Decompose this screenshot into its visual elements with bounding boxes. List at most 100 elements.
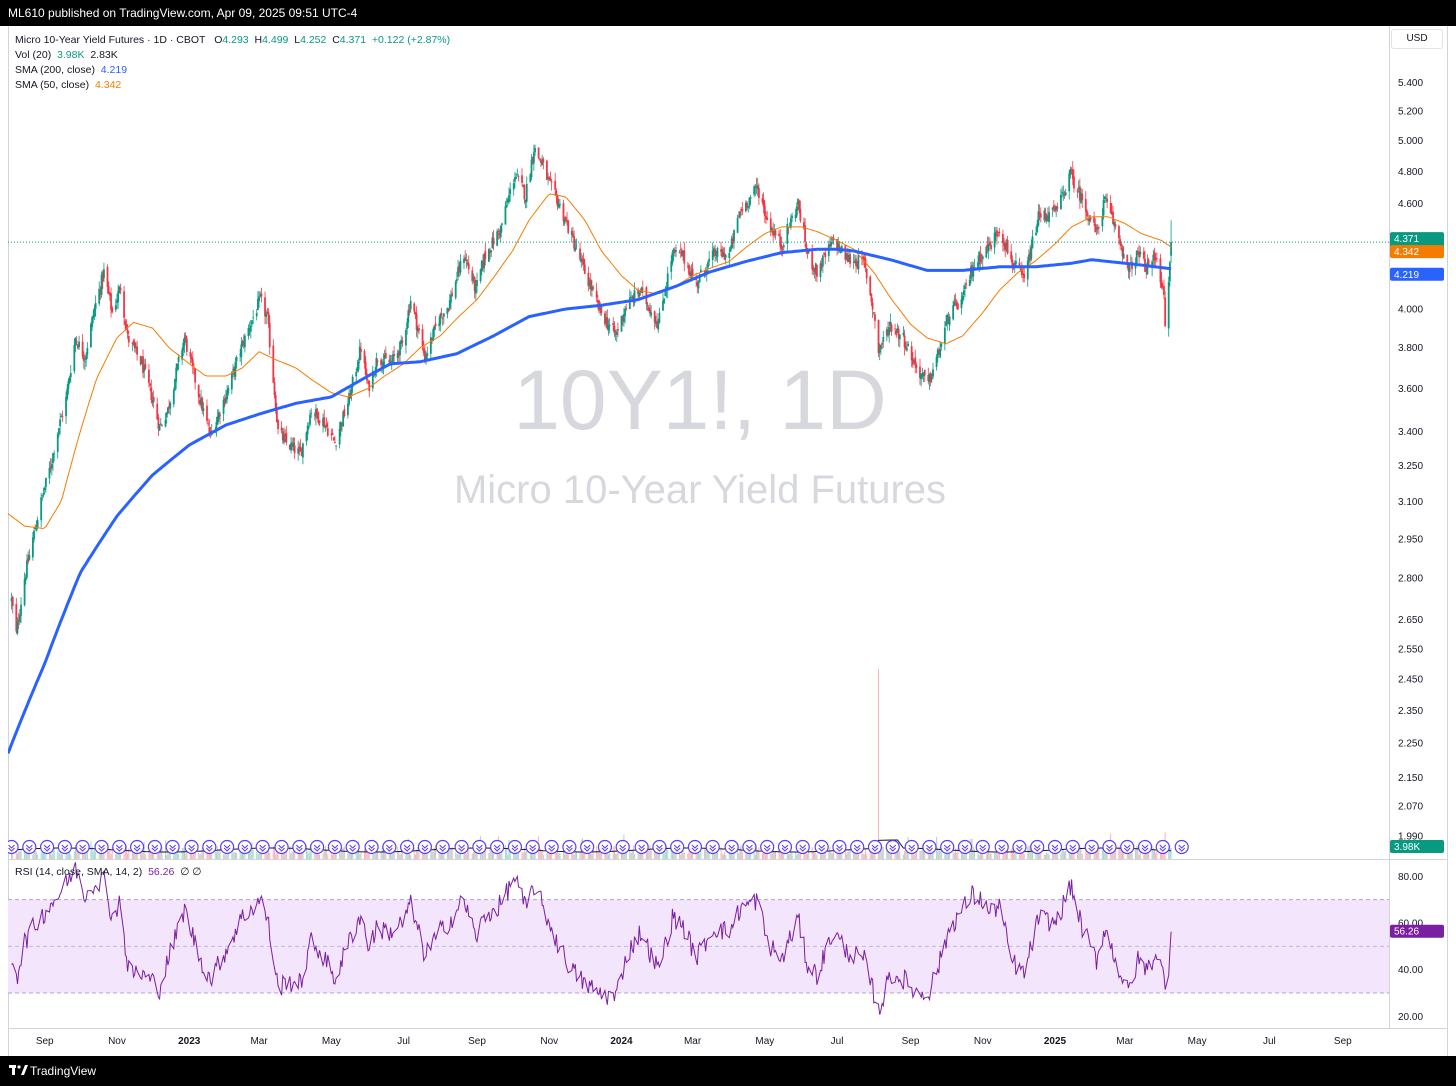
- event-marker-icon[interactable]: [220, 839, 235, 855]
- event-marker-icon[interactable]: [1137, 839, 1153, 855]
- event-marker-icon[interactable]: [742, 839, 757, 855]
- event-marker-icon[interactable]: [832, 839, 847, 855]
- candle-body: [285, 433, 288, 443]
- event-marker-icon[interactable]: [1102, 839, 1117, 855]
- volume-bar: [1127, 853, 1129, 859]
- event-marker-icon[interactable]: [867, 839, 883, 855]
- event-marker-icon[interactable]: [597, 839, 613, 855]
- event-marker-icon[interactable]: [507, 839, 523, 855]
- event-marker-icon[interactable]: [1047, 839, 1063, 855]
- candle-body: [41, 495, 44, 497]
- event-marker-icon[interactable]: [760, 839, 775, 855]
- legend-sma200-label: SMA (200, close): [15, 64, 95, 76]
- event-marker-icon[interactable]: [1120, 839, 1135, 855]
- volume-bar: [811, 847, 813, 859]
- event-marker-icon[interactable]: [724, 839, 739, 855]
- candle-body: [500, 223, 503, 226]
- event-marker-icon[interactable]: [417, 839, 433, 855]
- event-marker-icon[interactable]: [1084, 839, 1099, 855]
- candle-body: [541, 161, 544, 166]
- event-marker-icon[interactable]: [975, 839, 990, 855]
- legend-sma200-row[interactable]: SMA (200, close) 4.219: [15, 63, 450, 78]
- rsi-line: [11, 862, 1172, 1015]
- volume-bar: [592, 847, 594, 859]
- event-marker-icon[interactable]: [184, 839, 199, 855]
- candle-body: [936, 349, 939, 359]
- event-marker-icon[interactable]: [940, 839, 955, 855]
- event-marker-icon[interactable]: [1174, 839, 1189, 855]
- candle-body: [1061, 191, 1064, 193]
- event-marker-icon[interactable]: [885, 839, 900, 855]
- currency-button[interactable]: USD: [1391, 29, 1443, 49]
- event-marker-icon[interactable]: [400, 839, 415, 855]
- event-marker-icon[interactable]: [147, 839, 162, 855]
- legend-sma50-label: SMA (50, close): [15, 79, 90, 91]
- event-marker-icon[interactable]: [255, 839, 270, 855]
- event-marker-icon[interactable]: [39, 839, 55, 855]
- candle-body: [741, 208, 744, 212]
- event-marker-icon[interactable]: [202, 839, 217, 855]
- volume-bar: [870, 853, 872, 859]
- event-marker-icon[interactable]: [472, 839, 487, 855]
- event-marker-icon[interactable]: [310, 839, 325, 855]
- event-marker-icon[interactable]: [687, 839, 703, 855]
- event-marker-icon[interactable]: [1012, 839, 1027, 855]
- candle-body: [550, 181, 553, 183]
- event-marker-icon[interactable]: [94, 839, 109, 855]
- event-marker-icon[interactable]: [454, 839, 469, 855]
- event-marker-icon[interactable]: [112, 839, 127, 855]
- legend-symbol-row[interactable]: Micro 10-Year Yield Futures · 1D · CBOT …: [15, 33, 450, 48]
- candle-body: [771, 228, 773, 232]
- event-marker-icon[interactable]: [274, 839, 289, 855]
- event-marker-icon[interactable]: [75, 839, 90, 855]
- legend-volume-row[interactable]: Vol (20) 3.98K 2.83K: [15, 48, 450, 63]
- rsi-legend[interactable]: RSI (14, close, SMA, 14, 2) 56.26 ∅ ∅: [15, 866, 201, 878]
- volume-bar: [748, 850, 750, 859]
- event-marker-icon[interactable]: [292, 839, 307, 855]
- event-marker-icon[interactable]: [670, 839, 685, 855]
- volume-bar: [26, 853, 28, 859]
- event-marker-icon[interactable]: [525, 839, 540, 855]
- event-marker-icon[interactable]: [22, 839, 37, 855]
- event-marker-icon[interactable]: [777, 839, 793, 855]
- volume-bar: [1013, 845, 1015, 859]
- event-marker-icon[interactable]: [615, 839, 630, 855]
- candle-body: [805, 243, 808, 251]
- event-marker-icon[interactable]: [435, 839, 450, 855]
- event-marker-icon[interactable]: [814, 839, 829, 855]
- candle-body: [650, 312, 653, 316]
- event-marker-icon[interactable]: [1155, 839, 1170, 855]
- event-marker-icon[interactable]: [364, 839, 379, 855]
- event-marker-icon[interactable]: [327, 839, 342, 855]
- event-marker-icon[interactable]: [904, 839, 919, 855]
- event-marker-icon[interactable]: [345, 839, 360, 855]
- event-marker-icon[interactable]: [544, 839, 559, 855]
- event-marker-icon[interactable]: [922, 839, 937, 855]
- event-marker-icon[interactable]: [237, 839, 252, 855]
- event-marker-icon[interactable]: [652, 839, 667, 855]
- event-marker-icon[interactable]: [1030, 839, 1045, 855]
- event-marker-icon[interactable]: [382, 839, 397, 855]
- chart-canvas[interactable]: 5.4005.2005.0004.8004.6004.4004.0003.800…: [8, 26, 1448, 1056]
- volume-bar: [326, 850, 328, 859]
- event-marker-icon[interactable]: [165, 839, 180, 855]
- event-marker-icon[interactable]: [994, 839, 1009, 855]
- event-marker-icon[interactable]: [129, 839, 145, 855]
- event-marker-icon[interactable]: [562, 839, 577, 855]
- event-marker-icon[interactable]: [705, 839, 720, 855]
- volume-bar: [559, 852, 561, 859]
- event-marker-icon[interactable]: [490, 839, 505, 855]
- event-marker-icon[interactable]: [850, 839, 865, 855]
- event-marker-icon[interactable]: [57, 839, 72, 855]
- candle-body: [406, 322, 409, 330]
- candle-body: [232, 369, 234, 371]
- volume-bar: [34, 850, 36, 859]
- candle-body: [1142, 251, 1145, 259]
- event-marker-icon[interactable]: [634, 839, 649, 855]
- event-marker-icon[interactable]: [795, 839, 810, 855]
- event-marker-icon[interactable]: [957, 839, 973, 855]
- volume-bar: [708, 851, 710, 859]
- event-marker-icon[interactable]: [580, 839, 595, 855]
- event-marker-icon[interactable]: [1065, 839, 1080, 855]
- legend-sma50-row[interactable]: SMA (50, close) 4.342: [15, 78, 450, 93]
